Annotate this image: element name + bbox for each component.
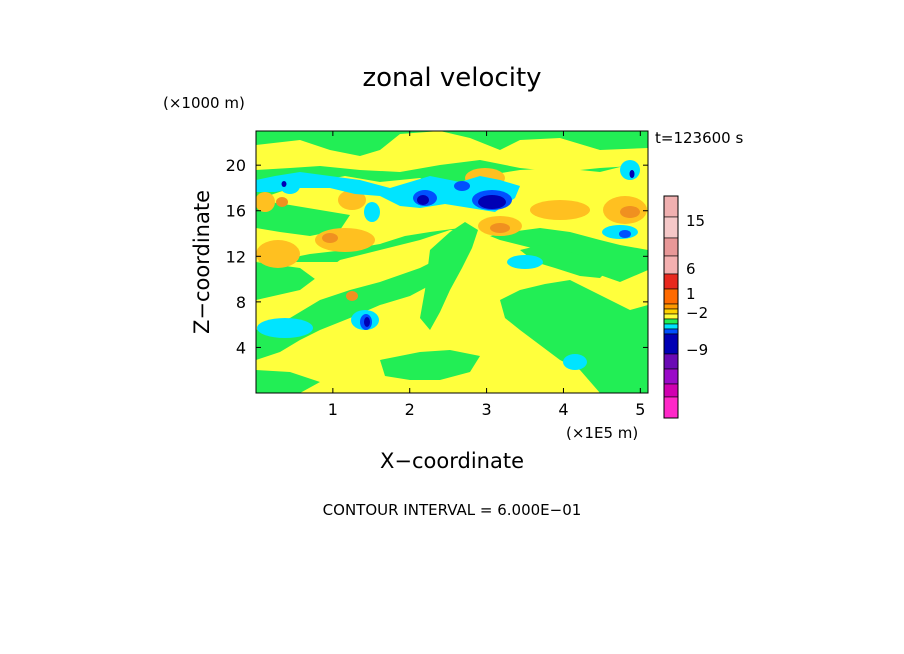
colorbar: 15 6 1−2 −9: [663, 195, 708, 419]
cyan-blob: [257, 318, 313, 338]
colorbar-swatch: [663, 353, 679, 370]
colorbar-swatch: [663, 383, 679, 398]
colorbar-swatch: [663, 368, 679, 385]
time-label: t=123600 s: [655, 129, 743, 147]
dark-blue-core: [364, 317, 370, 327]
green-band: [380, 350, 480, 380]
green-band: [256, 200, 350, 236]
dark-orange-regions: [276, 197, 640, 301]
orange-blob: [338, 190, 366, 210]
dark-blue-regions: [281, 170, 635, 327]
colorbar-swatch: [663, 195, 679, 218]
x-tick-label: 3: [481, 400, 491, 419]
y-axis-ticks: 4 8 12 16 20: [226, 156, 648, 357]
y-tick-label: 20: [226, 156, 246, 175]
dark-orange-blob: [276, 197, 288, 207]
colorbar-swatch: [663, 303, 679, 310]
y-tick-label: 12: [226, 247, 246, 266]
colorbar-swatch: [663, 396, 679, 419]
colorbar-swatch: [663, 216, 679, 239]
cyan-blob: [364, 202, 380, 222]
y-tick-label: 4: [236, 338, 246, 357]
orange-blob: [256, 192, 275, 212]
x-tick-label: 1: [328, 400, 338, 419]
colorbar-label: 1: [686, 285, 696, 303]
dark-orange-blob: [322, 233, 338, 243]
x-tick-label: 4: [558, 400, 568, 419]
x-tick-label: 5: [635, 400, 645, 419]
y-axis-title: Z−coordinate: [190, 190, 214, 334]
plot-frame: [255, 130, 649, 394]
dark-blue-core: [478, 195, 506, 209]
orange-regions: [256, 168, 647, 268]
colorbar-swatch: [663, 323, 679, 330]
dark-orange-blob: [346, 291, 358, 301]
colorbar-swatch: [663, 313, 679, 320]
orange-blob: [530, 200, 590, 220]
colorbar-swatch: [663, 333, 679, 355]
colorbar-frame: [663, 195, 679, 419]
cyan-regions: [256, 160, 640, 370]
colorbar-swatch: [663, 328, 679, 335]
green-band: [520, 244, 610, 278]
dark-blue-core: [629, 170, 635, 178]
colorbar-swatch: [663, 308, 679, 315]
colorbar-swatch: [663, 273, 679, 290]
orange-blob: [256, 240, 300, 268]
blue-blob: [454, 181, 470, 191]
dark-blue-core: [281, 181, 287, 187]
dark-blue-core: [417, 195, 429, 205]
contour-field: [256, 131, 648, 393]
colorbar-swatch: [663, 318, 679, 325]
chart-title: zonal velocity: [362, 63, 541, 93]
x-axis-ticks: 1 2 3 4 5: [328, 131, 645, 419]
cyan-blob: [507, 255, 543, 269]
dark-orange-blob: [490, 223, 510, 233]
green-band: [500, 280, 648, 393]
yellow-region: [256, 131, 648, 172]
colorbar-swatch: [663, 288, 679, 305]
colorbar-label: 15: [686, 212, 705, 230]
cyan-blob: [620, 160, 640, 180]
green-band: [256, 258, 460, 360]
colorbar-label: 6: [686, 260, 696, 278]
colorbar-label: −9: [686, 341, 708, 359]
x-unit-label: (×1E5 m): [566, 424, 638, 442]
colorbar-label: −2: [686, 304, 708, 322]
y-unit-label: (×1000 m): [163, 94, 245, 112]
green-bands: [256, 200, 648, 393]
cyan-band: [256, 172, 520, 212]
x-tick-label: 2: [405, 400, 415, 419]
colorbar-swatch: [663, 237, 679, 257]
green-band: [420, 222, 478, 330]
blue-blob: [619, 230, 631, 238]
colorbar-swatch: [663, 255, 679, 275]
green-band: [256, 370, 320, 393]
x-axis-title: X−coordinate: [380, 449, 524, 473]
dark-orange-blob: [620, 206, 640, 218]
contour-interval-label: CONTOUR INTERVAL = 6.000E−01: [323, 501, 582, 519]
cyan-blob: [563, 354, 587, 370]
y-tick-label: 8: [236, 293, 246, 312]
y-tick-label: 16: [226, 202, 246, 221]
